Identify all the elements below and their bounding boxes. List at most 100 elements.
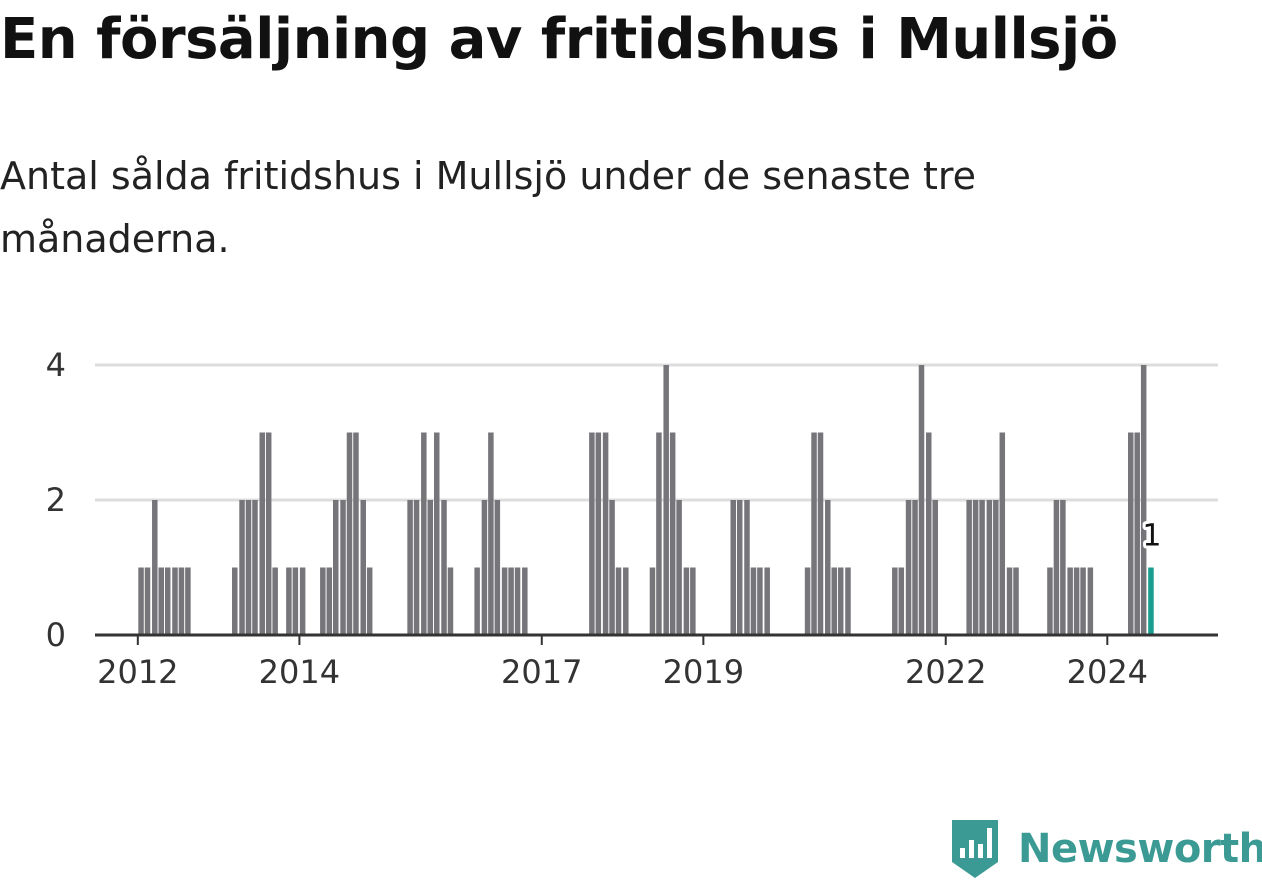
chart-title: En försäljning av fritidshus i Mullsjö <box>0 7 1118 72</box>
bar <box>669 432 676 635</box>
bar <box>292 567 299 635</box>
y-tick-label: 4 <box>46 346 66 384</box>
bar <box>158 567 164 635</box>
bar <box>905 500 912 635</box>
bar <box>623 567 629 635</box>
bar <box>979 500 985 635</box>
bar <box>831 567 837 635</box>
bar <box>299 567 306 635</box>
bar <box>676 500 682 635</box>
chart-subtitle: Antal sålda fritidshus i Mullsjö under d… <box>0 154 977 261</box>
bar <box>589 432 595 635</box>
bar <box>1006 567 1013 635</box>
bar <box>286 567 292 635</box>
bar <box>898 567 905 635</box>
bar <box>427 500 434 635</box>
bar <box>757 567 763 635</box>
bar <box>346 432 353 635</box>
bar <box>892 567 898 635</box>
bar <box>259 432 265 635</box>
bar <box>353 432 359 635</box>
bar <box>185 567 191 635</box>
bar <box>1128 432 1134 635</box>
bar <box>164 567 171 635</box>
bar <box>1073 567 1080 635</box>
bar <box>494 500 501 635</box>
bar <box>252 500 258 635</box>
bar <box>918 365 925 635</box>
bar <box>649 567 656 635</box>
x-tick-label: 2024 <box>1067 653 1148 691</box>
bar <box>1047 567 1053 635</box>
bar <box>1060 500 1066 635</box>
bars <box>138 365 1154 635</box>
bar <box>272 567 278 635</box>
bar <box>447 567 454 635</box>
x-tick-label: 2017 <box>501 653 582 691</box>
bar <box>340 500 346 635</box>
y-tick-label: 2 <box>46 481 66 519</box>
x-tick-label: 2019 <box>663 653 744 691</box>
bar <box>239 500 245 635</box>
bar <box>1080 567 1086 635</box>
bar <box>932 500 938 635</box>
y-axis-ticks: 0 2 4 <box>46 346 66 654</box>
bar <box>1067 567 1073 635</box>
bar <box>999 432 1006 635</box>
bar <box>966 500 972 635</box>
bar <box>326 567 333 635</box>
bar <box>730 500 736 635</box>
bar <box>152 500 158 635</box>
bar <box>656 432 662 635</box>
bar <box>811 432 817 635</box>
bar <box>421 432 427 635</box>
bar <box>690 567 696 635</box>
brand-logo: Newsworthy <box>950 818 1262 880</box>
bar <box>825 500 831 635</box>
bar <box>360 500 366 635</box>
bar <box>1087 567 1094 635</box>
bar <box>138 567 144 635</box>
bar <box>333 500 339 635</box>
bar <box>817 432 824 635</box>
bar <box>683 567 690 635</box>
bar <box>736 500 743 635</box>
bar <box>514 567 521 635</box>
bar <box>1053 500 1060 635</box>
bar <box>993 500 999 635</box>
bar <box>972 500 979 635</box>
bar <box>615 567 622 635</box>
bar <box>501 567 508 635</box>
bar <box>595 432 602 635</box>
bar <box>609 500 615 635</box>
bar <box>434 432 440 635</box>
bar <box>474 567 480 635</box>
bar <box>366 567 373 635</box>
bar <box>926 432 932 635</box>
bar <box>413 500 420 635</box>
bar <box>804 567 811 635</box>
bar <box>663 365 669 635</box>
bar <box>912 500 918 635</box>
bar <box>744 500 750 635</box>
bar <box>407 500 413 635</box>
bar <box>837 567 844 635</box>
bar <box>845 567 851 635</box>
bar <box>1140 365 1147 635</box>
bar <box>481 500 488 635</box>
bar <box>522 567 528 635</box>
data-labels: 1 <box>1139 516 1164 557</box>
bar <box>172 567 178 635</box>
bar <box>986 500 993 635</box>
bar <box>488 432 494 635</box>
bar <box>1013 567 1019 635</box>
bar <box>750 567 757 635</box>
x-tick-label: 2014 <box>259 653 340 691</box>
bar <box>764 567 770 635</box>
bar <box>320 567 326 635</box>
x-tick-label: 2022 <box>905 653 986 691</box>
x-axis-ticks: 2012 2014 2017 2019 2022 2024 <box>97 635 1148 691</box>
bar-highlight <box>1148 567 1154 635</box>
y-tick-label: 0 <box>46 616 66 654</box>
